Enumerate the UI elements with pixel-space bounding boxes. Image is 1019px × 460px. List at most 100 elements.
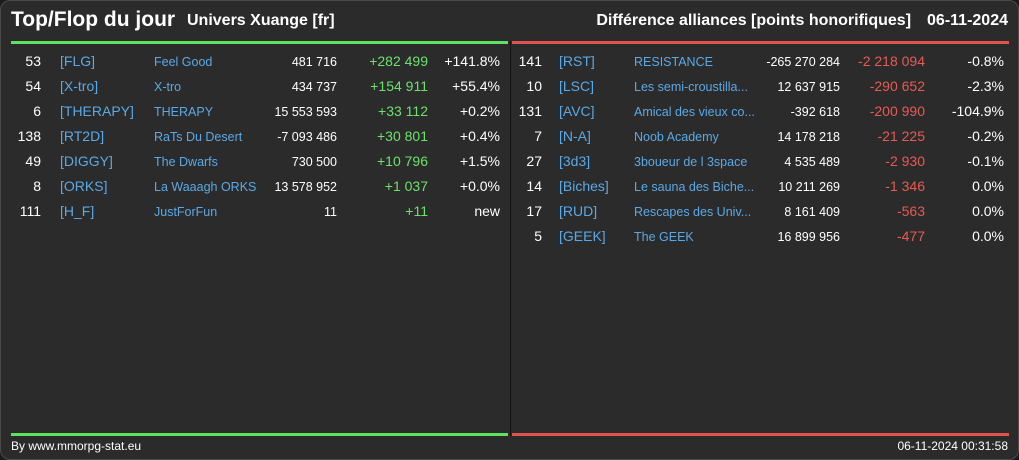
alliance-tag-link[interactable]: [H_F] xyxy=(60,203,95,219)
metric-heading: Différence alliances [points honorifique… xyxy=(596,12,1008,30)
alliance-points-diff: +282 499 xyxy=(369,53,428,69)
header: Top/Flop du jour Univers Xuange [fr] Dif… xyxy=(1,1,1018,41)
alliance-tag-link[interactable]: [Biches] xyxy=(559,178,609,194)
alliance-name-link[interactable]: The GEEK xyxy=(634,230,694,244)
alliance-name-link[interactable]: 3boueur de l 3space xyxy=(634,155,748,169)
alliance-name-link[interactable]: RaTs Du Desert xyxy=(154,130,243,144)
alliance-points-diff: -200 990 xyxy=(869,103,925,119)
alliance-tag-link[interactable]: [RT2D] xyxy=(60,128,105,144)
alliance-percent-change: +0.0% xyxy=(459,178,500,194)
flop-row: 10 [LSC] Les semi-croustilla... 12 637 915 -… xyxy=(512,74,1009,99)
flop-row: 14 [Biches] Le sauna des Biche... 10 211 26… xyxy=(512,174,1009,199)
alliance-rank: 6 xyxy=(33,103,41,119)
alliance-tag-link[interactable]: [DIGGY] xyxy=(60,153,113,169)
flop-row: 7 [N-A] Noob Academy 14 178 218 -21 225 -0.2% xyxy=(512,124,1009,149)
page-title: Top/Flop du jour xyxy=(11,8,176,31)
alliance-tag-link[interactable]: [LSC] xyxy=(559,78,595,94)
alliance-total-points: 481 716 xyxy=(291,55,337,69)
top-row: 53 [FLG] Feel Good 481 716 +282 499 +141.8% xyxy=(11,49,508,74)
alliance-name-link[interactable]: X-tro xyxy=(154,80,182,94)
alliance-percent-change: +55.4% xyxy=(452,78,500,94)
alliance-points-diff: -21 225 xyxy=(877,128,925,144)
top-panel-accent-bar xyxy=(11,41,508,44)
alliance-percent-change: -2.3% xyxy=(967,78,1004,94)
alliance-tag-link[interactable]: [FLG] xyxy=(60,53,96,69)
flop-panel-bottom-bar xyxy=(512,433,1009,436)
alliance-total-points: 14 178 218 xyxy=(777,130,840,144)
alliance-percent-change: -0.8% xyxy=(967,53,1004,69)
flop-list: 141 [RST] RESISTANCE -265 270 284 -2 218 094… xyxy=(512,49,1009,249)
alliance-percent-change: -0.1% xyxy=(967,153,1004,169)
alliance-total-points: 12 637 915 xyxy=(777,80,840,94)
alliance-percent-change: new xyxy=(474,203,500,219)
alliance-percent-change: +0.4% xyxy=(459,128,500,144)
top-row: 49 [DIGGY] The Dwarfs 730 500 +10 796 +1.5% xyxy=(11,149,508,174)
alliance-percent-change: +141.8% xyxy=(444,53,500,69)
alliance-name-link[interactable]: Amical des vieux co... xyxy=(634,105,755,119)
top-row: 111 [H_F] JustForFun 11 +11 new xyxy=(11,199,508,224)
alliance-tag-link[interactable]: [ORKS] xyxy=(60,178,108,194)
top-list: 53 [FLG] Feel Good 481 716 +282 499 +141.8% 54… xyxy=(11,49,508,224)
flop-panel: 141 [RST] RESISTANCE -265 270 284 -2 218 094… xyxy=(512,41,1009,436)
alliance-name-link[interactable]: Rescapes des Univ... xyxy=(634,205,752,219)
alliance-points-diff: +1 037 xyxy=(384,178,428,194)
site-credit-link[interactable]: By www.mmorpg-stat.eu xyxy=(11,439,142,453)
top-row: 54 [X-tro] X-tro 434 737 +154 911 +55.4% xyxy=(11,74,508,99)
flop-panel-accent-bar xyxy=(512,41,1009,44)
alliance-total-points: 434 737 xyxy=(291,80,337,94)
alliance-percent-change: +0.2% xyxy=(459,103,500,119)
alliance-rank: 53 xyxy=(25,53,41,69)
alliance-tag-link[interactable]: [AVC] xyxy=(559,103,595,119)
alliance-points-diff: -563 xyxy=(896,203,925,219)
alliance-rank: 27 xyxy=(526,153,542,169)
alliance-total-points: -392 618 xyxy=(790,105,840,119)
alliance-rank: 17 xyxy=(526,203,542,219)
alliance-total-points: -265 270 284 xyxy=(766,55,840,69)
alliance-name-link[interactable]: Le sauna des Biche... xyxy=(634,180,755,194)
alliance-points-diff: +154 911 xyxy=(370,78,428,94)
alliance-name-link[interactable]: The Dwarfs xyxy=(154,155,218,169)
alliance-tag-link[interactable]: [THERAPY] xyxy=(60,103,134,119)
alliance-tag-link[interactable]: [N-A] xyxy=(559,128,591,144)
alliance-points-diff: -2 218 094 xyxy=(858,53,925,69)
alliance-total-points: 13 578 952 xyxy=(274,180,337,194)
alliance-name-link[interactable]: Noob Academy xyxy=(634,130,719,144)
alliance-name-link[interactable]: THERAPY xyxy=(154,105,214,119)
alliance-tag-link[interactable]: [RST] xyxy=(559,53,595,69)
alliance-tag-link[interactable]: [GEEK] xyxy=(559,228,606,244)
alliance-points-diff: +11 xyxy=(405,203,428,219)
alliance-total-points: 8 161 409 xyxy=(784,205,840,219)
alliance-tag-link[interactable]: [X-tro] xyxy=(60,78,99,94)
generated-timestamp: 06-11-2024 00:31:58 xyxy=(897,439,1008,453)
alliance-percent-change: -104.9% xyxy=(951,103,1004,119)
alliance-total-points: 10 211 269 xyxy=(778,180,840,194)
alliance-percent-change: 0.0% xyxy=(972,228,1004,244)
panel-divider xyxy=(510,41,511,436)
flop-row: 5 [GEEK] The GEEK 16 899 956 -477 0.0% xyxy=(512,224,1009,249)
alliance-percent-change: -0.2% xyxy=(967,128,1004,144)
alliance-total-points: 11 xyxy=(324,205,337,219)
alliance-rank: 54 xyxy=(25,78,41,94)
alliance-total-points: 730 500 xyxy=(291,155,337,169)
top-row: 8 [ORKS] La Waaagh ORKS 13 578 952 +1 037 +0.… xyxy=(11,174,508,199)
alliance-name-link[interactable]: La Waaagh ORKS xyxy=(154,180,257,194)
flop-row: 17 [RUD] Rescapes des Univ... 8 161 409 -563… xyxy=(512,199,1009,224)
alliance-points-diff: -2 930 xyxy=(885,153,925,169)
alliance-rank: 111 xyxy=(19,203,41,219)
alliance-rank: 138 xyxy=(17,128,41,144)
alliance-tag-link[interactable]: [3d3] xyxy=(559,153,591,169)
top-panel-bottom-bar xyxy=(11,433,508,436)
alliance-total-points: 4 535 489 xyxy=(784,155,840,169)
alliance-total-points: 15 553 593 xyxy=(274,105,337,119)
alliance-name-link[interactable]: Feel Good xyxy=(154,55,213,69)
flop-row: 27 [3d3] 3boueur de l 3space 4 535 489 -2 93… xyxy=(512,149,1009,174)
flop-row: 131 [AVC] Amical des vieux co... -392 618 -2… xyxy=(512,99,1009,124)
alliance-name-link[interactable]: Les semi-croustilla... xyxy=(634,80,748,94)
alliance-rank: 131 xyxy=(518,103,542,119)
metric-label: Différence alliances [points honorifique… xyxy=(596,12,912,29)
alliance-name-link[interactable]: RESISTANCE xyxy=(634,55,713,69)
alliance-percent-change: +1.5% xyxy=(459,153,500,169)
alliance-tag-link[interactable]: [RUD] xyxy=(559,203,598,219)
alliance-name-link[interactable]: JustForFun xyxy=(154,205,218,219)
